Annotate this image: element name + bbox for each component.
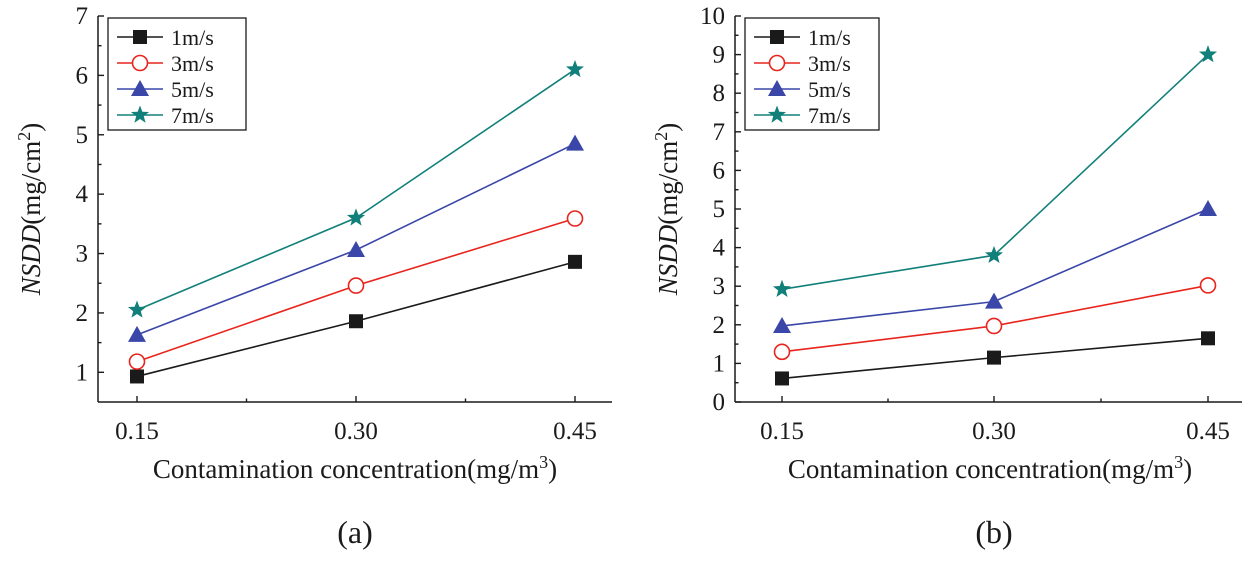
series-7m/s (127, 59, 585, 318)
legend-marker (767, 105, 787, 123)
legend-label: 3m/s (808, 51, 851, 76)
legend: 1m/s3m/s5m/s7m/s (744, 17, 880, 131)
data-point (987, 350, 1001, 365)
y-tick-label: 2 (713, 312, 726, 339)
y-axis-title-sup: 2 (14, 132, 34, 141)
x-axis-title: Contamination concentration(mg/m3) (788, 452, 1192, 484)
legend-marker (131, 80, 149, 96)
data-point (130, 369, 144, 384)
legend-label: 1m/s (808, 25, 851, 50)
data-point (1198, 45, 1218, 63)
y-tick-label: 1 (76, 359, 89, 386)
legend-marker (131, 54, 149, 72)
data-point (773, 316, 791, 333)
legend-marker (133, 30, 147, 44)
data-point (128, 353, 146, 370)
y-tick-label: 6 (76, 62, 89, 89)
legend-label: 7m/s (808, 103, 851, 128)
x-tick-label: 0.30 (334, 418, 378, 445)
series-5m/s (773, 200, 1217, 333)
y-tick-label: 6 (713, 157, 726, 184)
y-axis-title-unit: (mg/cm (16, 141, 46, 225)
series-5m/s (128, 134, 584, 342)
data-point (566, 134, 584, 151)
panel-label: (b) (975, 514, 1012, 550)
x-axis-title-sup: 3 (1174, 452, 1183, 472)
legend-label: 5m/s (808, 77, 851, 102)
data-point (773, 343, 791, 361)
y-axis-title-unit: (mg/cm (653, 141, 683, 225)
y-tick-label: 3 (713, 273, 726, 300)
y-tick-label: 9 (713, 42, 726, 69)
x-tick-label: 0.45 (553, 418, 597, 445)
legend-label: 1m/s (171, 25, 214, 50)
y-tick-label: 5 (713, 196, 726, 223)
legend-marker (130, 105, 150, 123)
legend-label: 7m/s (171, 103, 214, 128)
series-3m/s (128, 210, 584, 370)
y-axis-title-var: NSDD (16, 224, 46, 296)
y-tick-label: 10 (700, 3, 725, 30)
y-tick-label: 3 (76, 241, 89, 268)
y-tick-label: 2 (76, 300, 89, 327)
x-axis-title-main: Contamination concentration(mg/m (153, 454, 539, 484)
y-axis-title-sup: 2 (651, 132, 671, 141)
data-point (1201, 331, 1215, 346)
series-3m/s (773, 277, 1217, 361)
data-point (566, 210, 584, 227)
series-1m/s (130, 254, 582, 384)
x-tick-label: 0.15 (760, 418, 804, 445)
series-7m/s (772, 45, 1218, 297)
data-point (346, 208, 366, 226)
y-tick-label: 5 (76, 122, 89, 149)
y-axis-title-var: NSDD (653, 224, 683, 296)
x-tick-label: 0.15 (115, 418, 159, 445)
legend-label: 3m/s (171, 51, 214, 76)
y-tick-label: 4 (713, 235, 726, 262)
data-point (1199, 200, 1217, 216)
x-tick-label: 0.30 (972, 418, 1016, 445)
y-axis-title-tail: ) (653, 123, 683, 132)
panel-b: 0 1 2 3 4 5 6 7 8 9 10 0.15 0.30 0.45 1m/s3m/s5m/s7m/s… (651, 3, 1242, 550)
panel-label: (a) (337, 514, 373, 550)
data-point (349, 314, 363, 329)
x-axis-title: Contamination concentration(mg/m3) (153, 452, 557, 484)
y-tick-label: 8 (713, 80, 726, 107)
y-axis-title: NSDD(mg/cm2) (651, 123, 683, 297)
legend-marker (768, 54, 786, 72)
data-point (347, 277, 365, 294)
data-point (568, 254, 582, 269)
data-point (775, 371, 789, 386)
y-tick-label: 0 (713, 389, 726, 416)
y-tick-label: 1 (713, 350, 726, 377)
legend: 1m/s3m/s5m/s7m/s (107, 17, 247, 131)
data-point (985, 292, 1003, 309)
series-1m/s (775, 331, 1215, 386)
y-axis-title: NSDD(mg/cm2) (14, 123, 46, 297)
data-point (128, 325, 146, 342)
data-point (772, 279, 792, 297)
y-axis-title-tail: ) (16, 123, 46, 132)
x-axis-title-main: Contamination concentration(mg/m (788, 454, 1174, 484)
x-tick-label: 0.45 (1186, 418, 1230, 445)
legend-marker (770, 30, 784, 44)
data-point (1199, 277, 1217, 294)
y-tick-label: 7 (76, 3, 89, 30)
legend-label: 5m/s (171, 77, 214, 102)
y-tick-label: 4 (76, 181, 89, 208)
data-point (565, 59, 585, 78)
y-tick-label: 7 (713, 119, 726, 146)
legend-marker (768, 80, 786, 96)
data-point (985, 317, 1003, 335)
x-axis-title-tail: ) (548, 454, 557, 484)
x-axis-title-sup: 3 (539, 452, 548, 472)
data-point (347, 240, 365, 257)
x-axis-title-tail: ) (1183, 454, 1192, 484)
data-point (127, 300, 147, 318)
data-point (984, 245, 1004, 264)
